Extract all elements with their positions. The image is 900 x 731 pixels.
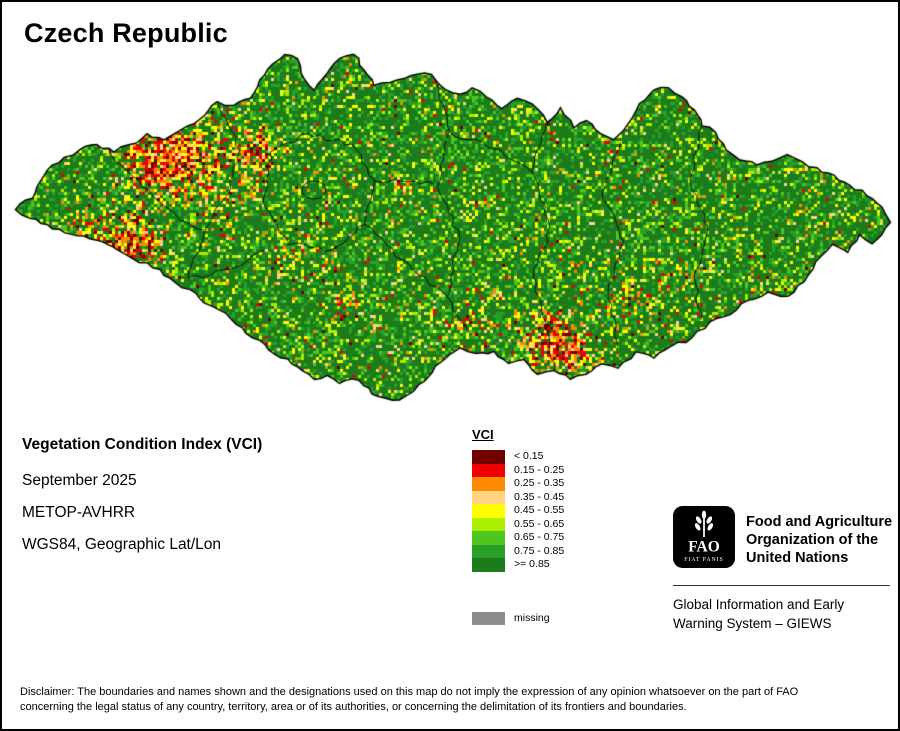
map-subject-label: Vegetation Condition Index (VCI) [22,436,263,453]
legend-item: 0.55 - 0.65 [472,517,565,531]
legend-label: 0.15 - 0.25 [514,463,565,476]
legend-swatch [472,611,505,625]
legend-swatch [472,490,505,504]
projection-label: WGS84, Geographic Lat/Lon [22,536,222,553]
legend-label: >= 0.85 [514,558,550,570]
fao-org-line: Food and Agriculture [746,514,893,530]
legend-swatch [472,544,505,558]
legend-swatch [472,517,505,531]
legend-item: 0.45 - 0.55 [472,504,564,518]
legend-item: >= 0.85 [472,558,564,572]
giews-caption: Global Information and Early Warning Sys… [673,595,844,633]
legend-swatch [472,450,505,464]
legend-item: < 0.15 [472,450,564,464]
fao-org-name: Food and Agriculture Organization of the… [746,513,892,567]
fao-logo: FAO FIAT PANIS [673,506,735,573]
legend-label: 0.25 - 0.35 [514,477,565,489]
legend-label: < 0.15 [514,450,544,462]
fao-separator [673,585,890,586]
legend: VCI < 0.15 0.15 - 0.25 0.25 - 0.35 0.35 … [472,426,564,625]
giews-line: Global Information and Early [673,597,845,612]
legend-item: 0.75 - 0.85 [472,544,565,558]
page-title: Czech Republic [24,18,228,48]
legend-label: missing [514,611,550,624]
legend-swatch [472,463,505,477]
legend-swatch [472,504,505,518]
legend-swatch [472,558,505,572]
legend-swatch [472,477,505,491]
legend-label: 0.75 - 0.85 [514,544,565,557]
legend-item: 0.15 - 0.25 [472,463,565,477]
fao-logo-icon: FAO FIAT PANIS [673,506,735,568]
disclaimer-text: Disclaimer: The boundaries and names sho… [20,685,892,715]
legend-label: 0.45 - 0.55 [514,504,565,516]
map-date-label: September 2025 [22,472,137,489]
fao-logo-motto: FIAT PANIS [684,557,724,563]
disclaimer-line: Disclaimer: The boundaries and names sho… [20,686,799,698]
legend-label: 0.35 - 0.45 [514,490,565,503]
legend-item: 0.65 - 0.75 [472,531,564,545]
legend-item-missing: missing [472,611,564,625]
sensor-label: METOP-AVHRR [22,504,136,521]
legend-title: VCI [472,427,494,442]
wheat-ear-icon [694,510,714,537]
legend-label: 0.55 - 0.65 [514,517,565,530]
fao-org-line: United Nations [746,550,849,566]
fao-org-line: Organization of the [746,532,879,548]
legend-item: 0.35 - 0.45 [472,490,565,504]
legend-item: 0.25 - 0.35 [472,477,564,491]
fao-logo-text: FAO [688,539,720,556]
giews-line: Warning System – GIEWS [673,616,832,631]
disclaimer-line: concerning the legal status of any count… [20,701,687,713]
legend-label: 0.65 - 0.75 [514,531,565,543]
legend-swatch [472,531,505,545]
